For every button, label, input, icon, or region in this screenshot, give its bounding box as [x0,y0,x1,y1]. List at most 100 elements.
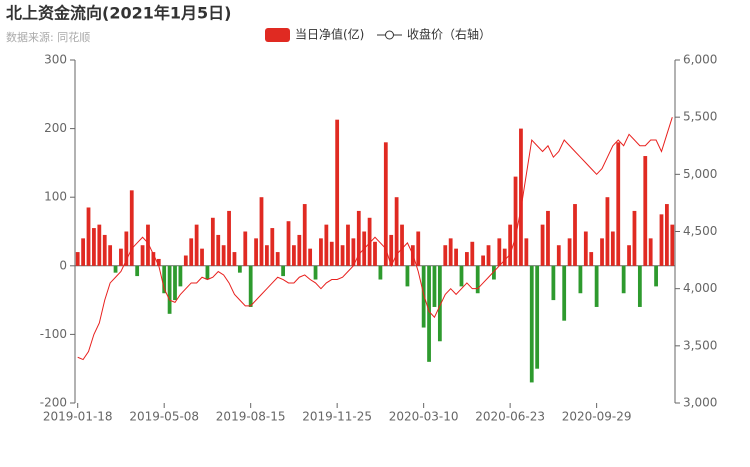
y-tick-label: 100 [44,190,67,204]
bar [610,231,615,266]
bar [324,224,329,266]
bar [162,265,167,294]
legend-label: 收盘价（右轴） [407,27,491,42]
bar [232,252,237,266]
bar [183,255,188,266]
bar [265,245,269,266]
bar [75,252,80,266]
bar [254,238,258,266]
bar [486,245,491,266]
bar [659,214,664,266]
bar [237,265,242,273]
x-tick-label: 2019-01-18 [43,410,113,424]
bar [416,231,421,266]
bar [173,265,177,301]
bar [189,238,194,266]
bar [378,265,383,280]
bar [448,238,453,266]
bar [292,245,296,266]
x-tick-label: 2019-08-15 [216,410,286,424]
bar [443,245,448,266]
bar [167,265,172,314]
bar [513,176,518,266]
bar [437,265,442,342]
bar [286,221,291,266]
bar [119,248,123,266]
bar [421,265,426,328]
bar [151,252,156,266]
bar [275,252,280,266]
bar [146,224,150,266]
chart-subtitle: 数据来源: 同花顺 [6,30,90,44]
x-tick-label: 2019-11-25 [302,410,372,424]
bar [621,265,626,294]
bar [351,238,356,266]
bar [465,252,469,266]
bar [567,238,572,266]
bar [594,265,599,307]
bar [135,265,140,277]
legend-label: 当日净值(亿) [295,27,364,42]
bar [508,224,513,266]
bar [297,234,302,266]
bar [654,265,658,287]
bar [259,197,264,266]
y2-tick-label: 5,000 [683,167,717,181]
bar [335,119,340,266]
bar [367,217,372,266]
bar [405,265,410,287]
y-tick-label: -200 [40,396,67,410]
bar [432,265,437,307]
y-tick-label: 0 [59,258,67,272]
bar [340,245,345,266]
bar [216,234,221,266]
bar [470,241,475,266]
bar [243,231,248,266]
bar [648,238,653,266]
bar [319,238,323,266]
y-tick-label: 300 [44,53,67,67]
bar [632,210,637,266]
bar [81,238,85,266]
bar [383,142,388,266]
bar [329,241,334,266]
bar [221,245,226,266]
bar [373,241,377,266]
bar [356,210,361,266]
bar [97,224,102,266]
bar [454,248,458,266]
bar [346,224,350,266]
bar [524,238,529,266]
y2-tick-label: 4,500 [683,224,717,238]
bar [583,231,588,266]
y-tick-label: 200 [44,121,67,135]
bar [643,156,648,266]
bar [194,224,199,266]
bar [308,248,313,266]
bar [519,128,523,266]
y2-tick-label: 3,500 [683,338,717,352]
bar [270,228,275,266]
bar [551,265,556,301]
bar [578,265,583,294]
bar [129,190,134,266]
x-tick-label: 2020-06-23 [475,410,545,424]
price-line [77,117,673,361]
bar [400,224,404,266]
bar [665,204,669,266]
bar [481,255,485,266]
bar [616,142,621,266]
legend-marker [385,30,394,40]
bar [556,245,561,266]
bar [497,238,502,266]
bar [108,245,113,266]
y2-tick-label: 3,000 [683,396,717,410]
bar [540,224,545,266]
x-tick-label: 2020-03-10 [389,410,459,424]
bar [124,231,129,266]
y2-tick-label: 4,000 [683,281,717,295]
bar [86,207,91,266]
x-tick-label: 2020-09-29 [562,410,632,424]
bar [113,265,118,273]
